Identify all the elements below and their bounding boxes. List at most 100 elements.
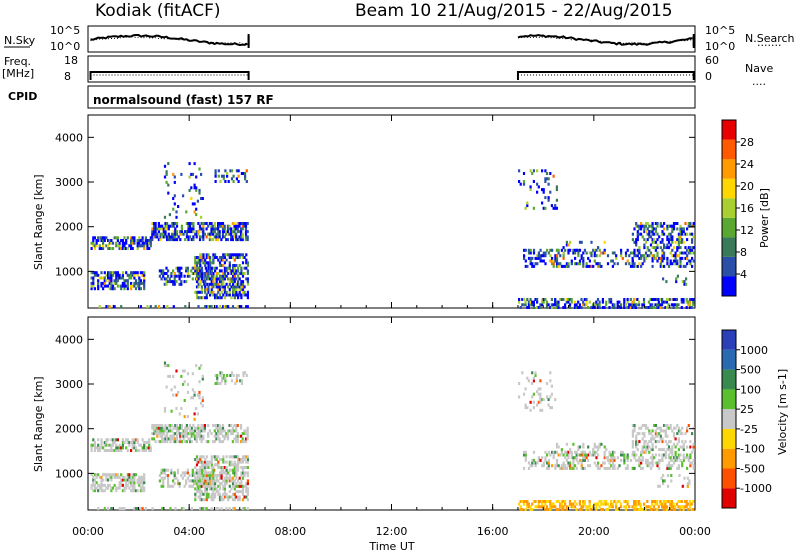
scatter-point (204, 266, 207, 270)
scatter-point (539, 500, 542, 503)
scatter-point (166, 432, 169, 436)
scatter-point (138, 276, 141, 280)
scatter-point (92, 244, 95, 248)
scatter-point (205, 222, 208, 225)
scatter-point (651, 434, 654, 438)
scatter-point (232, 498, 235, 502)
scatter-point (243, 471, 246, 475)
scatter-point (231, 507, 235, 511)
scatter-point (686, 256, 689, 260)
scatter-point (676, 466, 679, 470)
scatter-point (187, 224, 190, 228)
scatter-point (217, 238, 220, 242)
scatter-point (179, 238, 182, 242)
scatter-point (532, 248, 536, 252)
scatter-point (643, 238, 646, 242)
scatter-point (184, 429, 187, 433)
scatter-point (194, 256, 197, 259)
scatter-point (544, 262, 547, 266)
scatter-point (547, 500, 550, 503)
scatter-point (233, 498, 236, 502)
scatter-point (529, 169, 532, 173)
scatter-point (225, 238, 228, 242)
scatter-point (233, 487, 236, 491)
scatter-point (551, 262, 554, 266)
scatter-point (102, 276, 105, 280)
scatter-point (187, 432, 190, 436)
scatter-point (610, 458, 613, 462)
scatter-point (212, 285, 215, 289)
scatter-point (666, 259, 669, 263)
scatter-point (128, 475, 131, 479)
scatter-point (217, 424, 220, 427)
scatter-point (223, 429, 226, 433)
scatter-point (194, 258, 197, 262)
scatter-point (666, 466, 669, 470)
scatter-point (544, 456, 547, 460)
scatter-point (131, 239, 134, 242)
scatter-point (118, 443, 121, 447)
scatter-point (200, 429, 203, 433)
scatter-point (555, 445, 559, 449)
scatter-point (194, 269, 197, 273)
scatter-point (169, 507, 172, 511)
scatter-point (184, 440, 187, 444)
scatter-point (524, 406, 527, 410)
scatter-point (610, 500, 613, 503)
scatter-point (656, 238, 659, 242)
scatter-point (195, 293, 199, 297)
scatter-point (172, 235, 175, 239)
scatter-point (578, 259, 582, 263)
colorbar-tick-label: 4 (740, 268, 747, 281)
scatter-point (204, 280, 207, 284)
scatter-point (220, 224, 223, 228)
scatter-point (227, 285, 230, 289)
scatter-point (126, 441, 129, 444)
scatter-point (162, 482, 165, 486)
scatter-point (233, 235, 236, 239)
scatter-point (123, 507, 126, 511)
scatter-point (93, 473, 96, 477)
scatter-point (161, 224, 164, 228)
scatter-point (527, 461, 531, 465)
scatter-point (526, 204, 529, 208)
scatter-point (230, 455, 233, 459)
scatter-point (202, 507, 205, 511)
scatter-point (670, 479, 673, 483)
scatter-point (648, 429, 651, 433)
scatter-point (524, 303, 527, 307)
scatter-point (654, 461, 657, 465)
scatter-point (221, 227, 225, 231)
scatter-point (676, 458, 679, 462)
scatter-point (116, 446, 119, 450)
scatter-point (550, 406, 553, 410)
scatter-point (212, 492, 215, 496)
scatter-point (596, 303, 600, 307)
scatter-point (105, 305, 108, 309)
scatter-point (680, 505, 683, 509)
scatter-point (195, 264, 199, 267)
scatter-point (611, 505, 614, 509)
scatter-point (587, 505, 590, 509)
scatter-point (207, 440, 210, 444)
scatter-point (103, 473, 106, 477)
scatter-point (590, 251, 593, 255)
scatter-point (182, 434, 185, 438)
scatter-point (222, 264, 225, 267)
scatter-point (136, 441, 139, 444)
scatter-point (600, 508, 603, 511)
scatter-point (201, 396, 204, 400)
scatter-point (214, 458, 217, 461)
scatter-point (593, 254, 596, 258)
scatter-point (179, 230, 182, 234)
scatter-point (90, 446, 93, 450)
scatter-point (180, 426, 183, 430)
scatter-point (243, 466, 246, 469)
scatter-point (689, 461, 692, 465)
scatter-point (175, 280, 178, 284)
freq-right-tick-top: 60 (705, 54, 719, 67)
scatter-point (182, 437, 185, 441)
scatter-point (665, 500, 669, 503)
scatter-point (179, 437, 182, 441)
scatter-point (672, 246, 676, 250)
